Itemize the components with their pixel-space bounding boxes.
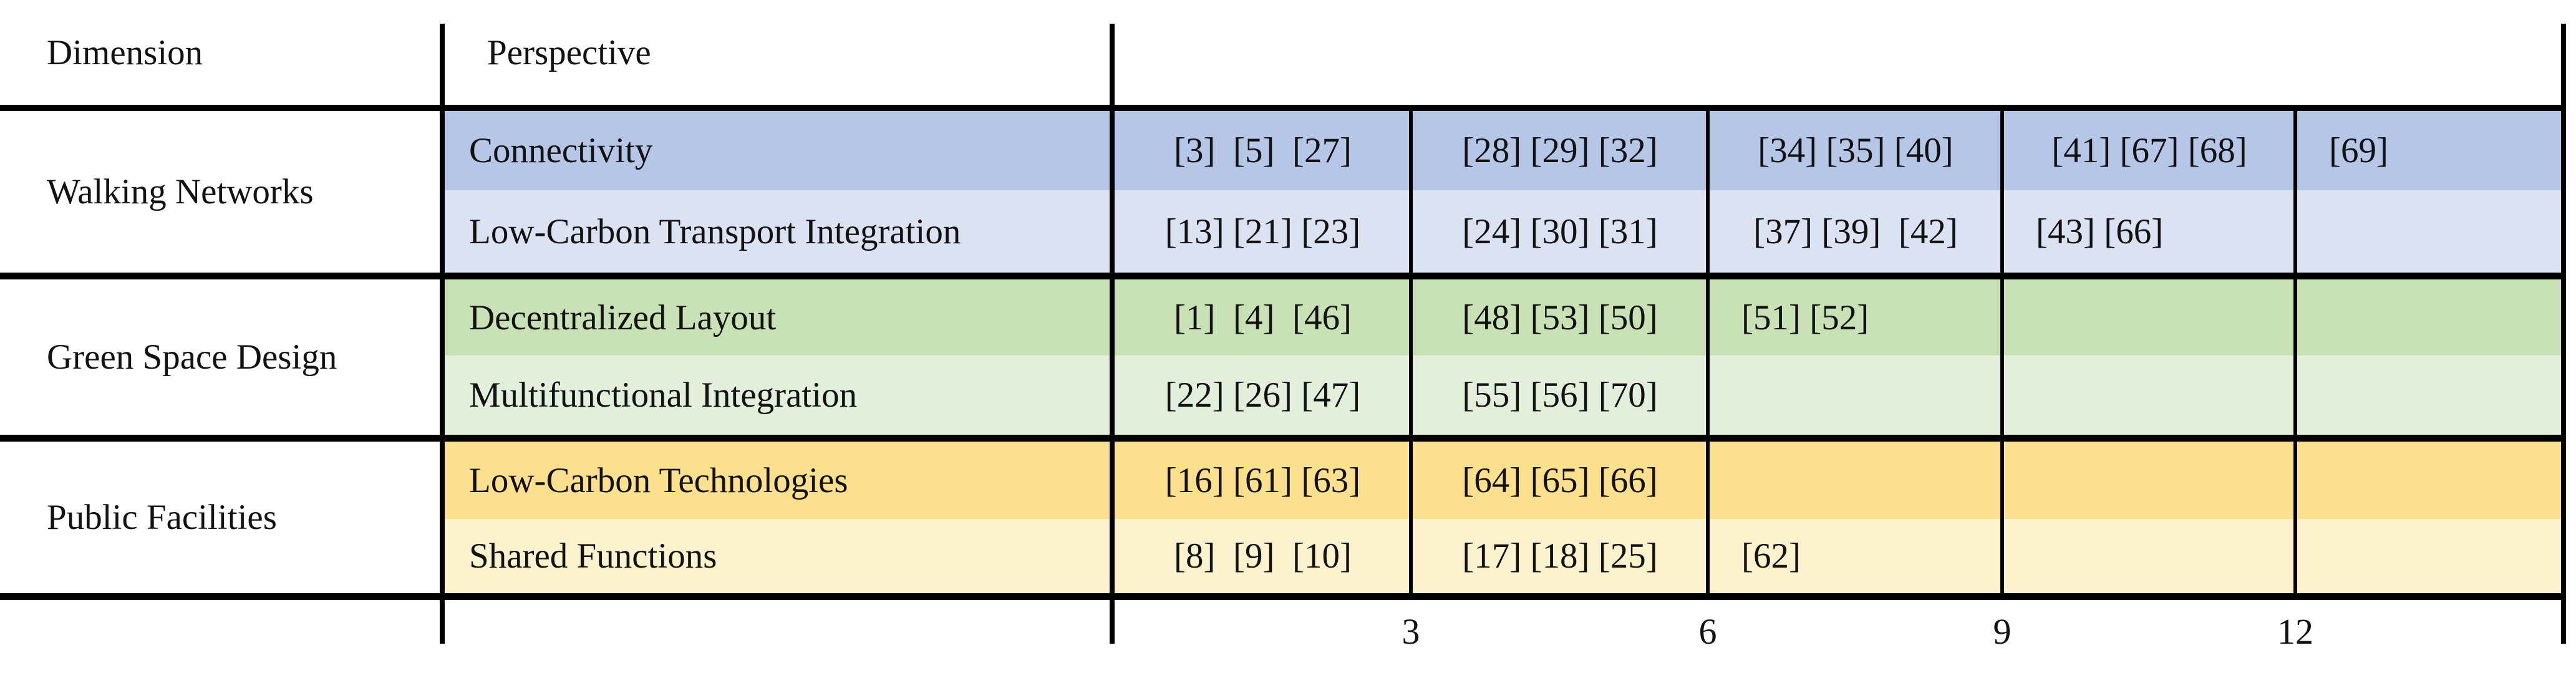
axis-label-9: 9 [1993, 611, 2012, 652]
cell-decentralized-layout-bin2: [48] [53] [50] [1462, 298, 1658, 337]
axis-tick-mark-origin [1110, 600, 1115, 644]
dimension-label-green-space-design: Green Space Design [47, 337, 337, 377]
cell-decentralized-layout-bin3: [51] [52] [1741, 298, 1869, 337]
rule-perspective-citations-divider [1110, 24, 1115, 600]
axis-label-3: 3 [1402, 611, 1420, 652]
rule-below-green-space-design [0, 435, 2566, 442]
dimension-label-public-facilities: Public Facilities [47, 498, 277, 537]
rule-bin-divider-6 [1706, 105, 1710, 600]
rule-below-public-facilities [0, 593, 2566, 600]
rule-dimension-perspective-divider [440, 24, 445, 600]
dimension-label-walking-networks: Walking Networks [47, 172, 314, 211]
cell-low-carbon-technologies-bin1: [16] [61] [63] [1165, 460, 1361, 500]
cell-low-carbon-transport-bin2: [24] [30] [31] [1462, 211, 1658, 251]
rule-right-border [2561, 24, 2566, 600]
axis-tick-mark-right [2561, 600, 2566, 644]
perspective-label-shared-functions: Shared Functions [469, 536, 717, 576]
cell-low-carbon-transport-bin3: [37] [39] [42] [1753, 211, 1958, 251]
cell-low-carbon-transport-bin1: [13] [21] [23] [1165, 211, 1361, 251]
rule-below-walking-networks [0, 273, 2566, 279]
cell-connectivity-bin3: [34] [35] [40] [1758, 131, 1954, 170]
cell-low-carbon-technologies-bin2: [64] [65] [66] [1462, 460, 1658, 500]
row-band-low-carbon-transport [440, 190, 2566, 273]
rule-bin-divider-12 [2293, 105, 2297, 600]
cell-connectivity-bin5: [69] [2329, 131, 2388, 170]
perspective-label-low-carbon-transport: Low-Carbon Transport Integration [469, 211, 961, 251]
axis-label-12: 12 [2277, 611, 2313, 652]
axis-tick-mark-left [440, 600, 445, 644]
cell-multifunctional-integration-bin2: [55] [56] [70] [1462, 375, 1658, 415]
perspective-label-decentralized-layout: Decentralized Layout [469, 298, 777, 337]
row-band-multifunctional-integration [440, 356, 2566, 435]
row-band-shared-functions [440, 519, 2566, 593]
cell-shared-functions-bin1: [8] [9] [10] [1174, 536, 1352, 576]
perspective-label-low-carbon-technologies: Low-Carbon Technologies [469, 460, 848, 500]
cell-low-carbon-transport-bin4: [43] [66] [2036, 211, 2164, 251]
row-band-decentralized-layout [440, 279, 2566, 356]
row-band-connectivity [440, 111, 2566, 190]
cell-connectivity-bin4: [41] [67] [68] [2051, 131, 2247, 170]
cell-connectivity-bin1: [3] [5] [27] [1174, 131, 1352, 170]
cell-decentralized-layout-bin1: [1] [4] [46] [1174, 298, 1352, 337]
rule-below-header [0, 105, 2566, 111]
axis-label-6: 6 [1698, 611, 1717, 652]
rule-bin-divider-9 [2000, 105, 2004, 600]
column-header-dimension: Dimension [47, 32, 203, 72]
perspective-label-connectivity: Connectivity [469, 131, 653, 170]
cell-connectivity-bin2: [28] [29] [32] [1462, 131, 1658, 170]
rule-bin-divider-3 [1409, 105, 1413, 600]
column-header-perspective: Perspective [487, 32, 651, 72]
cell-multifunctional-integration-bin1: [22] [26] [47] [1165, 375, 1361, 415]
row-band-low-carbon-technologies [440, 442, 2566, 519]
perspective-label-multifunctional-integration: Multifunctional Integration [469, 375, 858, 415]
cell-shared-functions-bin2: [17] [18] [25] [1462, 536, 1658, 576]
cell-shared-functions-bin3: [62] [1741, 536, 1801, 576]
